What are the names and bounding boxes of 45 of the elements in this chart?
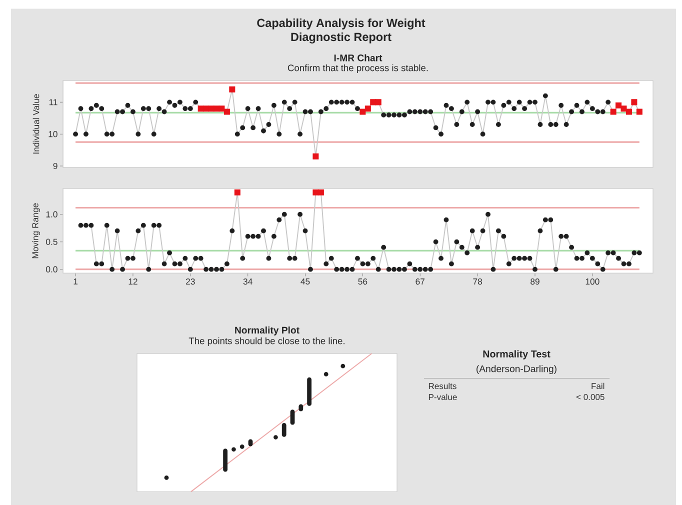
chart-title: I-MR Chart	[334, 54, 382, 62]
x-tick-label: 67	[416, 278, 425, 285]
text: Fail	[592, 382, 604, 390]
text: Normality Test	[483, 350, 550, 360]
point	[616, 102, 622, 108]
y-axis-title: Individual Value	[32, 94, 40, 154]
y-tick-label: 0.0	[46, 266, 58, 272]
text: P-value	[428, 394, 457, 400]
y-tick-label: 10	[48, 131, 58, 138]
point	[312, 153, 319, 160]
y-tick-label: 0.5	[46, 238, 58, 245]
point	[360, 108, 366, 115]
text: Diagnostic Report	[291, 32, 392, 44]
x-tick-label: 56	[358, 278, 368, 285]
point	[224, 108, 230, 115]
point	[218, 106, 225, 112]
point	[229, 86, 236, 92]
point	[631, 99, 638, 106]
x-tick-label: 89	[530, 278, 540, 285]
chart-subtitle: Confirm that the process is stable.	[288, 64, 428, 74]
x-tick-label: 78	[473, 278, 482, 285]
y-tick-label: 1.0	[46, 211, 58, 218]
text: Capability Analysis for Weight	[257, 18, 426, 30]
point	[375, 99, 382, 106]
y-axis-title: Moving Range	[32, 203, 40, 258]
x-tick-label: 45	[300, 278, 310, 285]
point	[610, 108, 616, 115]
x-tick-label: 23	[186, 278, 195, 285]
x-tick-label: 12	[128, 278, 138, 285]
text: Results	[428, 382, 456, 390]
point	[626, 108, 632, 115]
text: < 0.005	[576, 394, 604, 400]
x-tick-label: 1	[74, 278, 78, 284]
point	[208, 106, 214, 112]
point	[620, 106, 627, 112]
point	[370, 99, 376, 106]
point	[636, 108, 642, 115]
point	[364, 106, 371, 112]
y-tick-label: 11	[49, 99, 58, 106]
x-tick-label: 100	[586, 278, 600, 285]
text: Normality Plot	[235, 326, 300, 336]
text: (Anderson-Darling)	[476, 365, 556, 374]
y-tick-label: 9	[53, 162, 58, 170]
text: The points should be close to the line.	[188, 337, 344, 346]
x-tick-label: 34	[243, 278, 252, 285]
